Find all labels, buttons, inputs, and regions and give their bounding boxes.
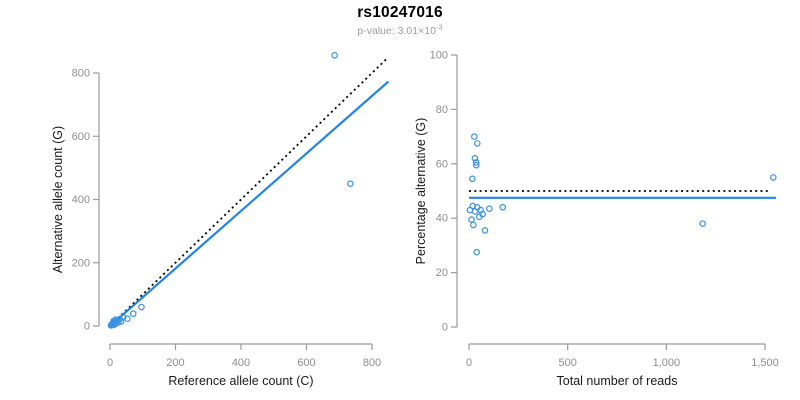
data-point bbox=[347, 180, 354, 187]
identity-line bbox=[109, 58, 388, 327]
p-value-text: p-value: 3.01×10 bbox=[357, 25, 436, 37]
y-tick-label: 20 bbox=[436, 267, 448, 279]
x-tick-label: 600 bbox=[297, 357, 315, 369]
y-tick-label: 0 bbox=[442, 322, 448, 334]
x-tick-label: 400 bbox=[232, 357, 250, 369]
y-tick-label: 40 bbox=[436, 213, 448, 225]
data-point bbox=[481, 227, 489, 234]
data-point bbox=[472, 159, 480, 166]
data-point bbox=[499, 204, 507, 211]
y-axis-title: Percentage alternative (G) bbox=[414, 118, 428, 265]
data-point bbox=[138, 303, 145, 311]
y-tick-label: 800 bbox=[72, 68, 90, 80]
y-tick-label: 60 bbox=[436, 158, 448, 170]
data-point bbox=[471, 133, 478, 140]
data-point bbox=[471, 208, 479, 215]
x-axis-title: Total number of reads bbox=[557, 374, 678, 388]
data-point bbox=[129, 310, 137, 317]
data-point bbox=[475, 213, 483, 221]
y-tick-label: 600 bbox=[72, 131, 90, 143]
data-point bbox=[471, 155, 479, 162]
data-point bbox=[115, 318, 122, 326]
data-point bbox=[473, 248, 480, 256]
data-point bbox=[470, 221, 477, 229]
data-point bbox=[699, 220, 706, 227]
p-value-exponent: -3 bbox=[435, 22, 443, 32]
x-axis-title: Reference allele count (C) bbox=[168, 374, 313, 388]
figure-subtitle: p-value: 3.01×10-3 bbox=[0, 22, 800, 37]
y-tick-label: 100 bbox=[430, 50, 448, 62]
x-tick-label: 800 bbox=[363, 357, 381, 369]
x-tick-label: 200 bbox=[166, 357, 184, 369]
data-point bbox=[473, 161, 480, 169]
fit-line bbox=[109, 80, 390, 327]
x-tick-label: 1,000 bbox=[653, 357, 681, 369]
y-tick-label: 200 bbox=[72, 257, 90, 269]
data-point bbox=[119, 313, 127, 321]
y-tick-label: 80 bbox=[436, 104, 448, 116]
data-point bbox=[331, 51, 338, 59]
y-tick-label: 0 bbox=[84, 321, 90, 333]
x-tick-label: 0 bbox=[107, 357, 113, 369]
data-point bbox=[468, 216, 475, 223]
data-point bbox=[769, 174, 777, 181]
y-axis-title: Alternative allele count (G) bbox=[51, 126, 65, 273]
data-point bbox=[486, 205, 493, 212]
x-tick-label: 1,500 bbox=[751, 357, 779, 369]
figure-title: rs10247016 bbox=[357, 4, 443, 21]
x-tick-label: 0 bbox=[466, 357, 472, 369]
data-point bbox=[473, 140, 481, 147]
x-tick-label: 500 bbox=[558, 357, 576, 369]
data-point bbox=[124, 315, 131, 323]
data-point bbox=[469, 175, 476, 183]
y-tick-label: 400 bbox=[72, 194, 90, 206]
